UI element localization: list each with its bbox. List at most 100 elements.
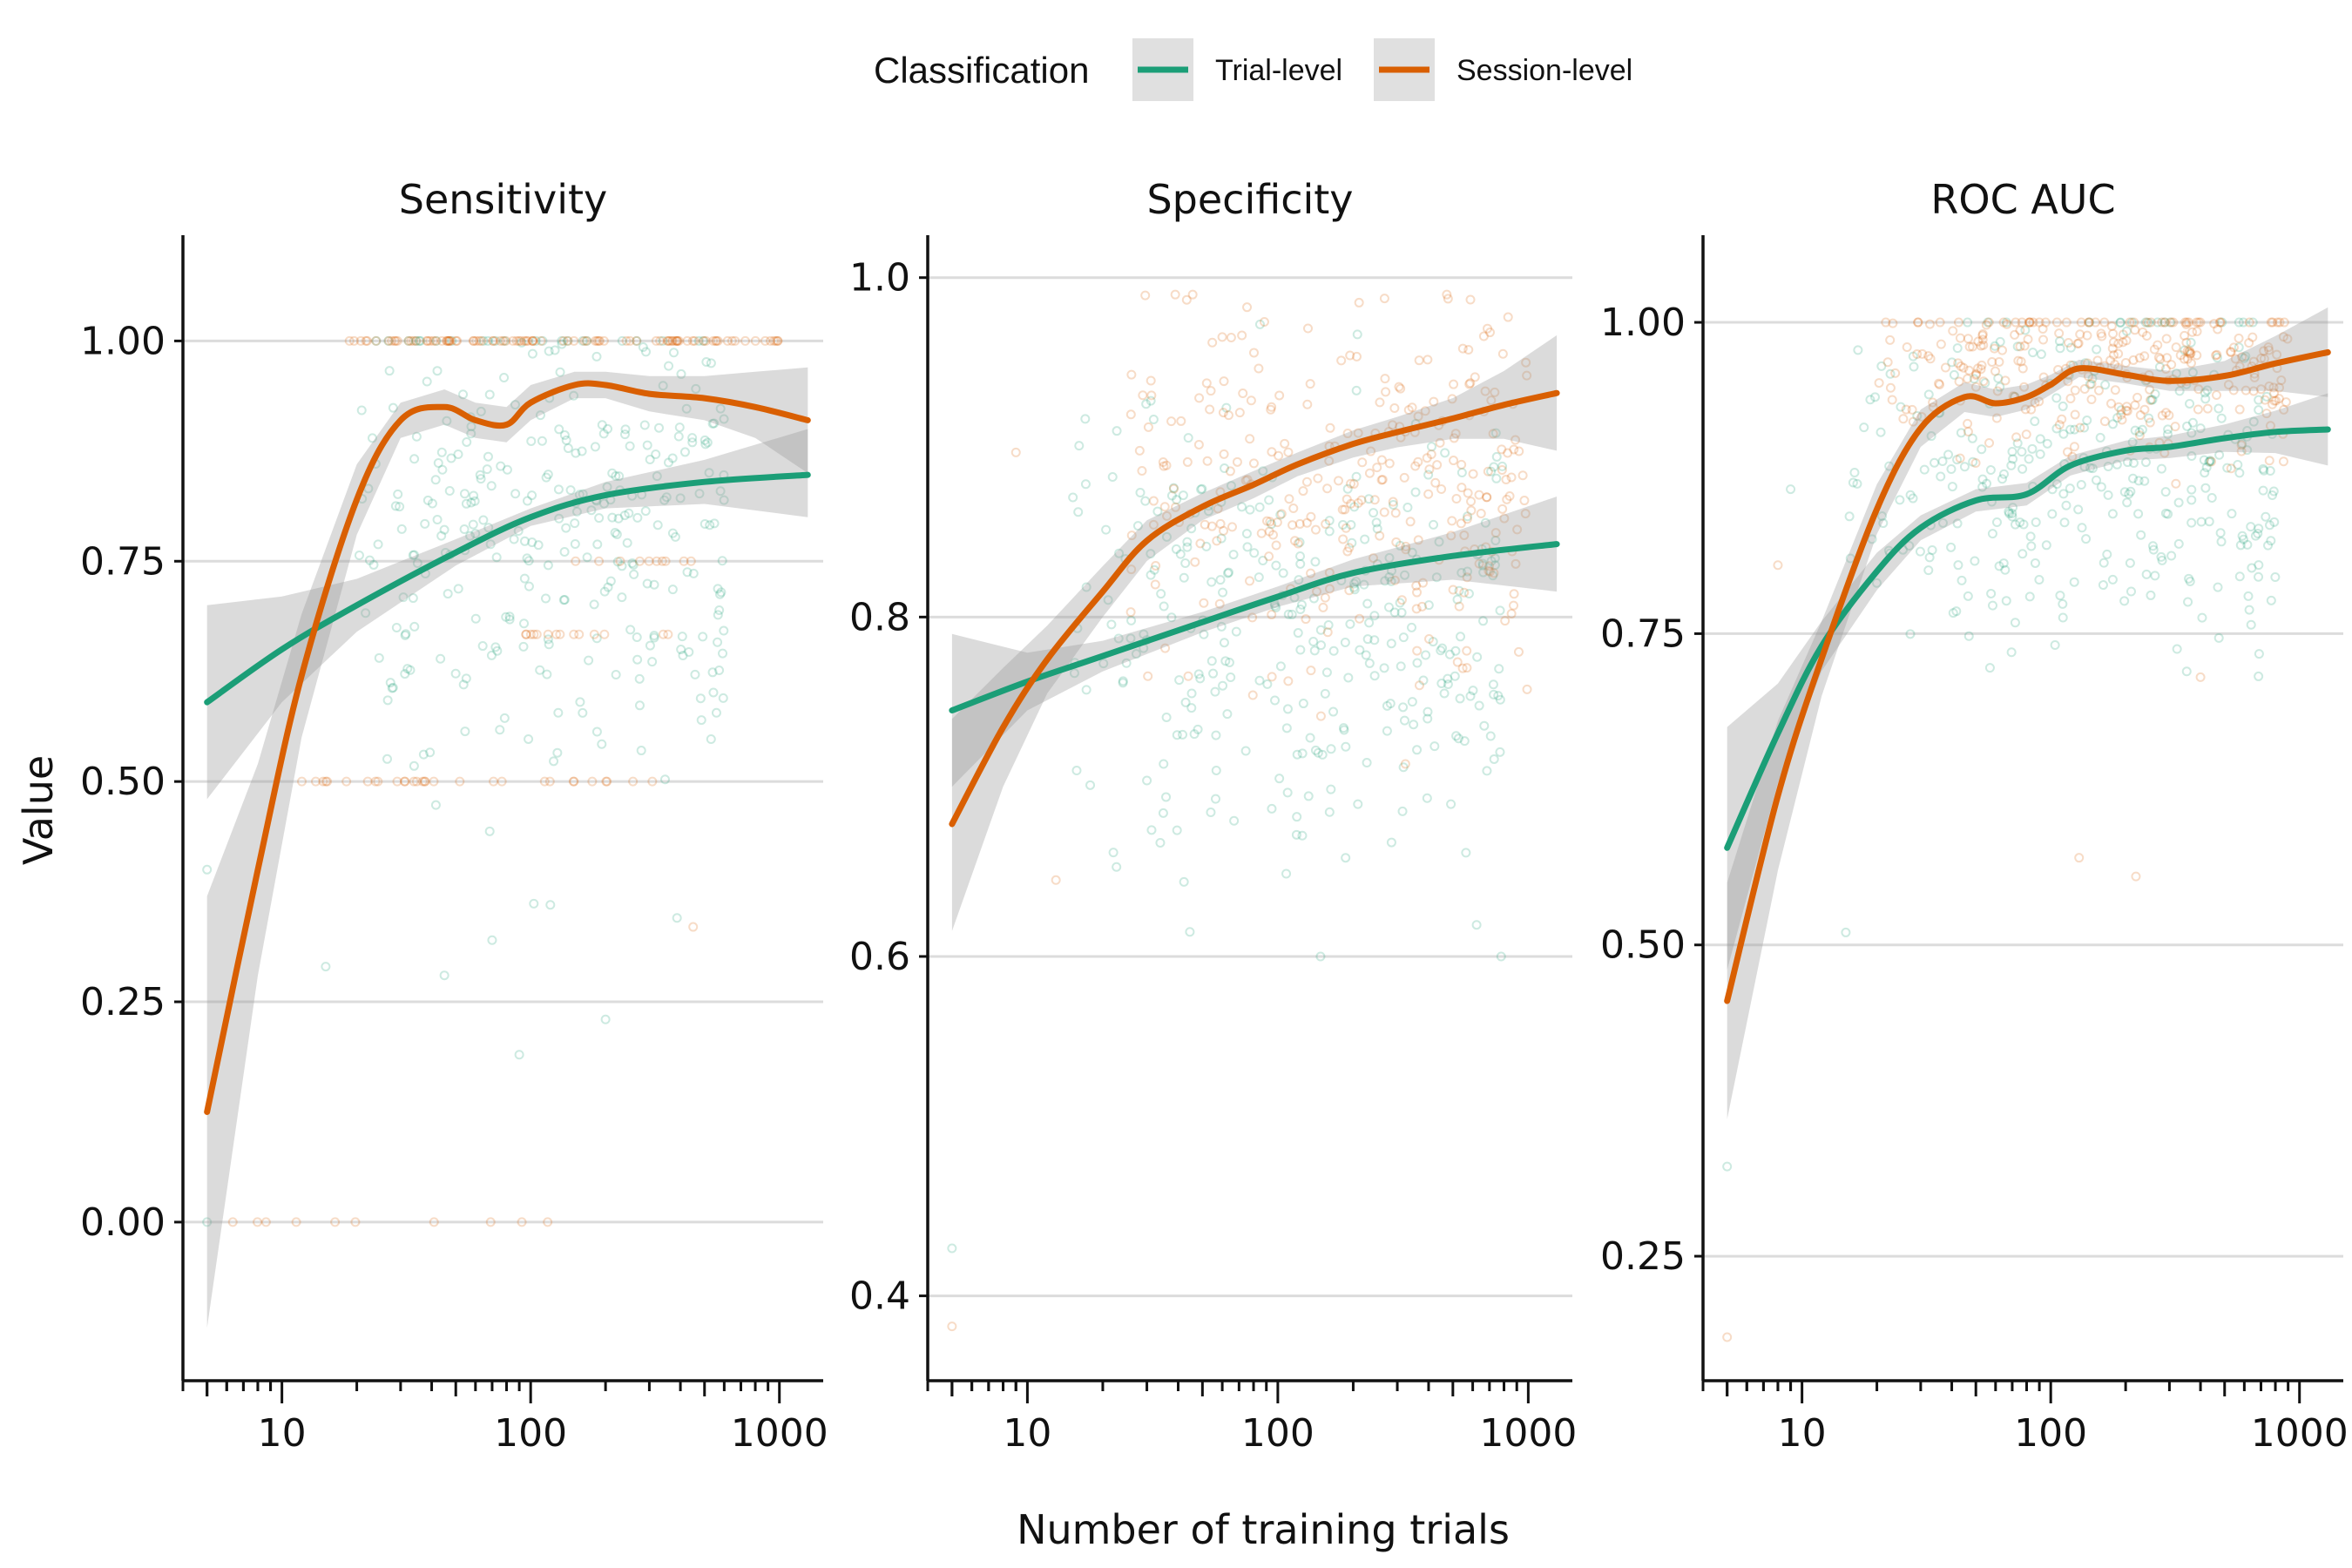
data-point [657,556,667,566]
data-point [2058,489,2069,499]
x-tick-label: 100 [2014,1411,2087,1456]
data-point [2103,461,2113,471]
data-point [1362,634,1373,645]
data-point [2131,871,2141,882]
data-point [2112,413,2123,423]
data-point [658,629,668,639]
data-point [704,468,714,478]
data-point [2162,429,2173,439]
data-point [356,405,367,416]
data-point [1887,395,1897,405]
data-point [2128,473,2139,483]
data-point [543,629,553,639]
data-point [1146,549,1156,559]
data-point [660,556,671,566]
confidence-ribbon [951,497,1558,787]
data-point [1449,433,1459,443]
data-point [1461,848,1471,858]
data-point [2180,317,2190,328]
data-point [718,693,728,703]
data-point [658,381,668,391]
data-point [1202,456,1213,466]
data-point [1448,585,1458,595]
data-point [1506,608,1517,618]
data-point [1954,376,1964,387]
data-point [392,776,402,787]
data-point [2261,511,2271,522]
data-point [1841,927,1851,937]
data-point [1357,457,1368,468]
data-point [1935,379,1945,389]
data-point [1271,540,1281,551]
y-tick-label: 0.00 [80,1200,166,1245]
data-point [2260,395,2270,405]
data-point [765,335,775,346]
data-point [2157,555,2167,565]
data-point [711,707,721,718]
data-point [460,727,470,737]
data-point [1254,502,1265,512]
data-point [1193,724,1203,734]
data-point [570,518,580,529]
data-point [368,559,379,570]
data-point [2244,317,2254,328]
data-point [1242,475,1253,485]
data-point [484,826,495,836]
data-point [1107,472,1118,483]
data-point [1447,516,1457,526]
data-point [2024,317,2035,328]
data-point [2099,416,2110,427]
data-point [2200,388,2210,398]
data-point [2259,354,2269,364]
data-point [1323,620,1334,631]
data-point [2146,317,2156,328]
data-point [409,454,420,464]
data-point [1359,579,1369,590]
data-point [1934,378,1944,389]
data-point [709,418,720,429]
data-point [1118,676,1128,686]
data-point [2064,338,2074,348]
data-point [1216,533,1227,544]
data-point [202,864,213,875]
data-point [667,453,678,463]
data-point [1388,500,1398,510]
data-point [612,529,622,539]
data-point [2000,375,2011,386]
data-point [2279,317,2289,328]
data-point [2180,330,2190,341]
data-point [1500,616,1511,626]
data-point [1295,558,1306,569]
data-point [2217,317,2227,328]
data-point [540,593,551,604]
data-point [2238,534,2248,544]
data-point [491,552,502,563]
data-point [1413,411,1423,422]
data-point [1509,600,1519,611]
data-point [2199,455,2209,465]
data-point [1994,356,2004,367]
data-point [1272,517,1282,528]
data-point [2211,350,2221,361]
data-point [2149,344,2159,355]
data-point [1439,688,1450,699]
data-point [2113,348,2124,359]
data-point [1943,449,1954,460]
data-point [433,457,443,468]
data-point [559,430,570,441]
data-point [1342,483,1353,494]
y-tick-label: 0.25 [80,980,166,1024]
data-point [569,390,579,401]
data-point [1923,351,1934,362]
data-point [1135,488,1146,498]
data-point [711,335,721,346]
data-point [1267,402,1277,412]
data-point [429,776,439,787]
data-point [1390,508,1401,518]
data-point [2192,350,2202,361]
data-point [1315,951,1326,962]
data-point [1379,294,1389,304]
data-point [673,335,684,346]
data-point [1328,645,1339,656]
data-point [484,389,495,400]
